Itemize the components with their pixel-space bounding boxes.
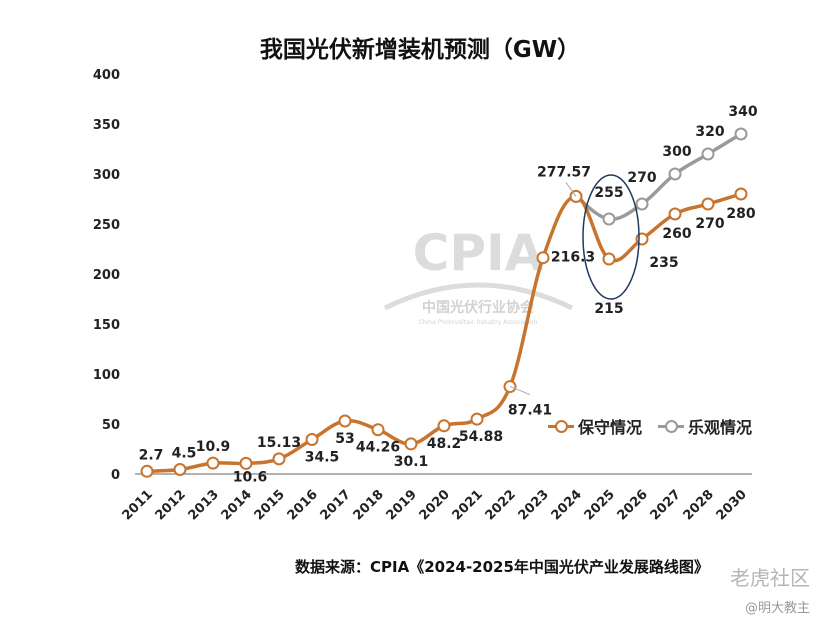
x-tick-label: 2014 bbox=[219, 487, 255, 523]
x-tick-label: 2024 bbox=[549, 487, 585, 523]
y-tick-label: 50 bbox=[102, 418, 120, 433]
data-label-conservative: 48.2 bbox=[427, 436, 462, 452]
x-tick-label: 2026 bbox=[615, 487, 651, 523]
y-tick-label: 350 bbox=[93, 118, 120, 133]
series-line-optimistic bbox=[574, 132, 742, 221]
point-conservative bbox=[140, 464, 154, 478]
x-tick-label: 2025 bbox=[582, 487, 618, 523]
data-label-conservative: 277.57 bbox=[537, 164, 591, 180]
chart-title: 我国光伏新增装机预测（GW） bbox=[259, 37, 581, 63]
point-conservative bbox=[239, 456, 253, 470]
x-tick-label: 2022 bbox=[483, 487, 519, 523]
point-conservative bbox=[404, 437, 418, 451]
watermark-org: 中国光伏行业协会 bbox=[422, 299, 535, 316]
point-conservative bbox=[206, 456, 220, 470]
y-tick-label: 100 bbox=[93, 368, 120, 383]
legend-item-optimistic: 乐观情况 bbox=[658, 414, 752, 438]
point-conservative bbox=[701, 197, 715, 211]
point-conservative bbox=[305, 433, 319, 446]
x-tick-label: 2016 bbox=[285, 487, 321, 523]
data-label-conservative: 260 bbox=[662, 226, 691, 242]
point-optimistic bbox=[701, 147, 715, 161]
data-label-conservative: 216.3 bbox=[551, 250, 595, 266]
label-leader-line bbox=[509, 386, 531, 396]
cpia-watermark: CPIA 中国光伏行业协会 China Photovoltaic Industry … bbox=[383, 224, 574, 326]
point-conservative bbox=[272, 452, 286, 466]
data-label-conservative: 235 bbox=[649, 255, 678, 271]
x-tick-label: 2013 bbox=[186, 487, 222, 523]
data-label-optimistic: 255 bbox=[594, 185, 623, 201]
watermark-arc bbox=[383, 282, 574, 311]
point-conservative bbox=[173, 463, 187, 476]
data-label-conservative: 10.6 bbox=[233, 469, 268, 485]
point-conservative bbox=[734, 187, 748, 201]
data-label-conservative: 54.88 bbox=[459, 429, 503, 445]
point-conservative bbox=[371, 423, 385, 437]
data-label-conservative: 4.5 bbox=[172, 446, 197, 462]
data-label-conservative: 10.9 bbox=[196, 439, 231, 455]
data-source-note: 数据来源：CPIA《2024-2025年中国光伏产业发展路线图》 bbox=[295, 558, 709, 576]
data-label-conservative: 215 bbox=[594, 301, 623, 317]
x-tick-label: 2027 bbox=[648, 487, 684, 523]
legend-marker-optimistic bbox=[658, 419, 685, 433]
y-tick-label: 400 bbox=[93, 68, 120, 83]
y-tick-label: 300 bbox=[93, 168, 120, 183]
x-tick-label: 2020 bbox=[417, 487, 453, 523]
x-tick-label: 2023 bbox=[516, 487, 552, 523]
point-conservative bbox=[668, 207, 682, 221]
data-label-conservative: 34.5 bbox=[305, 450, 340, 466]
point-conservative bbox=[338, 414, 352, 428]
point-optimistic bbox=[635, 197, 649, 211]
data-label-conservative: 280 bbox=[726, 206, 755, 222]
legend-label-optimistic: 乐观情况 bbox=[688, 418, 753, 437]
legend-item-conservative: 保守情况 bbox=[548, 414, 642, 438]
data-label-optimistic: 300 bbox=[662, 144, 691, 160]
x-tick-label: 2017 bbox=[318, 487, 354, 523]
y-tick-label: 250 bbox=[93, 218, 120, 233]
user-watermark: @明大教主 bbox=[745, 601, 811, 616]
legend: 保守情况 乐观情况 bbox=[548, 414, 752, 438]
y-tick-label: 0 bbox=[111, 468, 120, 483]
x-tick-label: 2018 bbox=[351, 487, 387, 523]
y-tick-label: 150 bbox=[93, 318, 120, 333]
data-label-optimistic: 320 bbox=[695, 124, 724, 140]
data-label-conservative: 30.1 bbox=[394, 454, 429, 470]
data-label-optimistic: 270 bbox=[627, 170, 656, 186]
data-label-conservative: 270 bbox=[695, 216, 724, 232]
label-leader-line bbox=[565, 182, 577, 197]
point-conservative bbox=[602, 252, 616, 266]
x-tick-label: 2011 bbox=[120, 487, 156, 523]
point-conservative bbox=[437, 419, 451, 433]
data-label-optimistic: 340 bbox=[728, 104, 757, 120]
point-conservative bbox=[470, 412, 484, 426]
highlight-ellipse-2025 bbox=[582, 174, 640, 300]
point-optimistic bbox=[668, 167, 682, 181]
legend-marker-conservative bbox=[548, 419, 574, 433]
data-label-conservative: 2.7 bbox=[139, 447, 164, 463]
x-tick-label: 2028 bbox=[681, 487, 717, 523]
site-watermark: 老虎社区 bbox=[730, 566, 810, 590]
x-tick-label: 2012 bbox=[153, 487, 189, 523]
point-conservative bbox=[536, 251, 550, 265]
data-label-conservative: 15.13 bbox=[257, 435, 301, 451]
x-tick-label: 2021 bbox=[450, 487, 486, 523]
watermark-org-en: China Photovoltaic Industry Association bbox=[419, 319, 538, 326]
point-optimistic bbox=[602, 212, 616, 226]
point-optimistic bbox=[734, 127, 748, 141]
data-label-conservative: 87.41 bbox=[508, 403, 552, 419]
series-points bbox=[140, 127, 748, 478]
x-tick-label: 2015 bbox=[252, 487, 288, 523]
x-tick-label: 2019 bbox=[384, 487, 420, 523]
data-label-conservative: 44.26 bbox=[356, 440, 400, 456]
data-label-conservative: 53 bbox=[335, 431, 354, 447]
x-tick-label: 2030 bbox=[714, 487, 750, 523]
watermark-brand: CPIA bbox=[413, 224, 544, 282]
legend-label-conservative: 保守情况 bbox=[578, 418, 643, 437]
y-tick-label: 200 bbox=[93, 268, 120, 283]
